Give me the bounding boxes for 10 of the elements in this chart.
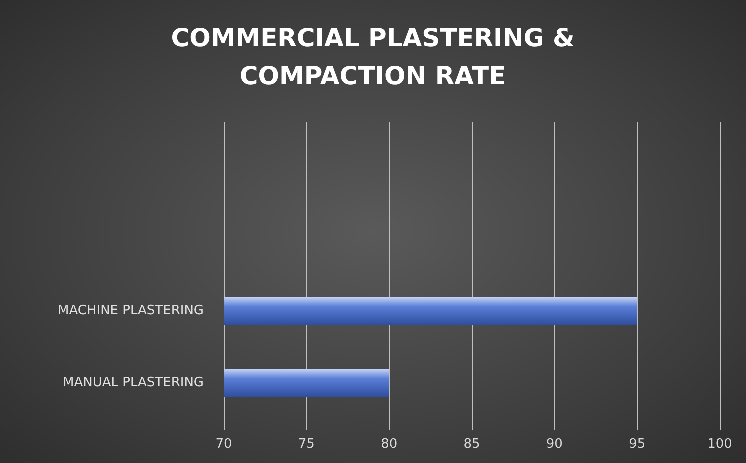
x-tick-label: 70 bbox=[216, 437, 232, 452]
y-tick-label: MACHINE PLASTERING bbox=[58, 304, 204, 318]
x-tick-label: 85 bbox=[464, 437, 480, 452]
x-tick-label: 75 bbox=[298, 437, 315, 452]
y-tick-label: MANUAL PLASTERING bbox=[63, 376, 204, 390]
x-tick-label: 80 bbox=[381, 437, 398, 452]
x-tick-label: 90 bbox=[546, 437, 563, 452]
x-tick-label: 100 bbox=[708, 437, 732, 452]
x-tick-label: 95 bbox=[629, 437, 646, 452]
chart-title: COMMERCIAL PLASTERING & COMPACTION RATE bbox=[171, 24, 575, 90]
